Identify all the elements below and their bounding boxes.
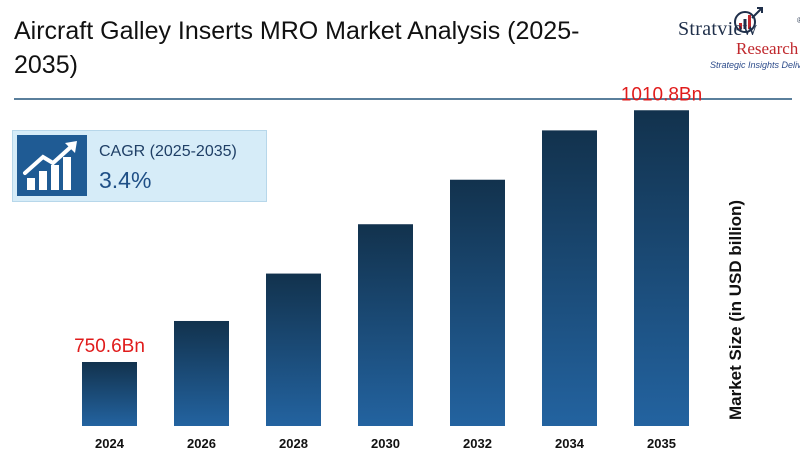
bar-2026 (174, 320, 229, 426)
cagr-label: CAGR (2025-2035) (99, 143, 237, 160)
x-tick-label: 2030 (371, 436, 400, 451)
cagr-value: 3.4% (99, 167, 152, 193)
bar-2032 (450, 179, 505, 426)
x-tick-label: 2032 (463, 436, 492, 451)
logo-tagline: Strategic Insights Delivered (710, 60, 800, 70)
growth-chart-icon (17, 135, 87, 196)
x-tick-label: 2035 (647, 436, 676, 451)
page-title: Aircraft Galley Inserts MRO Market Analy… (14, 17, 580, 79)
x-tick-label: 2026 (187, 436, 216, 451)
cagr-card: CAGR (2025-2035) 3.4% (12, 130, 267, 202)
x-tick-label: 2028 (279, 436, 308, 451)
data-label: 1010.8Bn (621, 84, 702, 105)
logo-mark-icon (734, 7, 763, 33)
y-axis-label: Market Size (in USD billion) (726, 199, 745, 420)
bar-2034 (542, 130, 597, 426)
x-tick-label: 2034 (555, 436, 585, 451)
bar-2030 (358, 224, 413, 426)
bar-2024 (82, 362, 137, 426)
stratview-logo: Stratview ® Research Strategic Insights … (660, 6, 800, 70)
logo-brand-bottom: Research (736, 39, 799, 58)
header-divider (14, 98, 792, 100)
bar-2035 (634, 110, 689, 426)
bar-2028 (266, 273, 321, 426)
logo-registered: ® (797, 16, 800, 25)
x-tick-label: 2024 (95, 436, 125, 451)
data-label: 750.6Bn (74, 336, 145, 357)
logo-brand-top: Stratview (678, 18, 758, 40)
